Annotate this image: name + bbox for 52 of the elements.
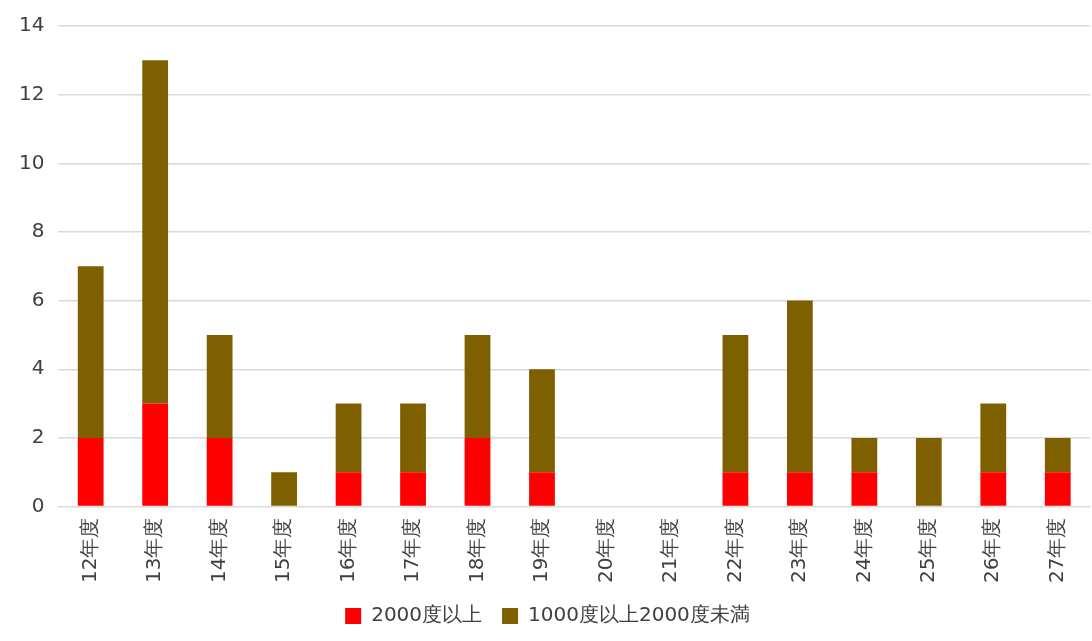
x-tick-label: 25年度 — [915, 517, 940, 583]
x-tick-label: 12年度 — [76, 517, 101, 583]
x-tick-label: 15年度 — [270, 517, 295, 583]
x-tick-label: 14年度 — [205, 517, 230, 583]
x-tick-label: 21年度 — [657, 517, 682, 583]
x-tick-label: 13年度 — [141, 517, 166, 583]
bar — [722, 334, 749, 473]
bar — [206, 334, 233, 438]
bar — [400, 403, 426, 473]
x-tick-label: 23年度 — [786, 517, 811, 583]
bar — [206, 437, 233, 506]
bar — [1044, 437, 1071, 473]
bar — [335, 403, 362, 473]
bar — [980, 403, 1007, 473]
bar — [915, 437, 942, 506]
bar — [464, 334, 491, 438]
bar — [400, 472, 426, 506]
bar — [851, 472, 878, 506]
bar — [142, 60, 169, 404]
x-tick-label: 18年度 — [463, 517, 488, 583]
bar — [722, 472, 749, 506]
legend-label: 2000度以上 — [371, 602, 483, 627]
y-tick-label: 8 — [31, 218, 45, 243]
bar — [529, 472, 555, 506]
x-tick-label: 22年度 — [721, 517, 746, 583]
y-tick-label: 4 — [31, 355, 45, 380]
legend-label: 1000度以上2000度未満 — [528, 602, 750, 627]
bar — [529, 369, 555, 473]
y-tick-label: 0 — [31, 492, 45, 517]
bar — [1044, 472, 1071, 506]
x-tick-label: 19年度 — [528, 517, 553, 583]
bar — [77, 437, 104, 506]
bar — [142, 403, 169, 506]
x-tick-label: 26年度 — [979, 517, 1004, 583]
bar — [980, 472, 1007, 506]
x-tick-label: 16年度 — [334, 517, 359, 583]
bar — [786, 472, 813, 506]
y-tick-label: 10 — [19, 149, 45, 174]
x-tick-label: 20年度 — [592, 517, 617, 583]
y-tick-label: 2 — [31, 424, 45, 449]
x-tick-label: 27年度 — [1043, 517, 1068, 583]
bar — [464, 437, 491, 506]
bar — [77, 266, 104, 438]
bar — [851, 437, 878, 473]
x-tick-label: 24年度 — [850, 517, 875, 583]
x-tick-label: 17年度 — [399, 517, 424, 583]
bar — [786, 300, 813, 473]
bar — [335, 472, 362, 506]
y-tick-label: 14 — [19, 12, 45, 37]
y-tick-label: 12 — [19, 80, 45, 105]
bar — [271, 472, 297, 506]
y-tick-label: 6 — [31, 286, 45, 311]
